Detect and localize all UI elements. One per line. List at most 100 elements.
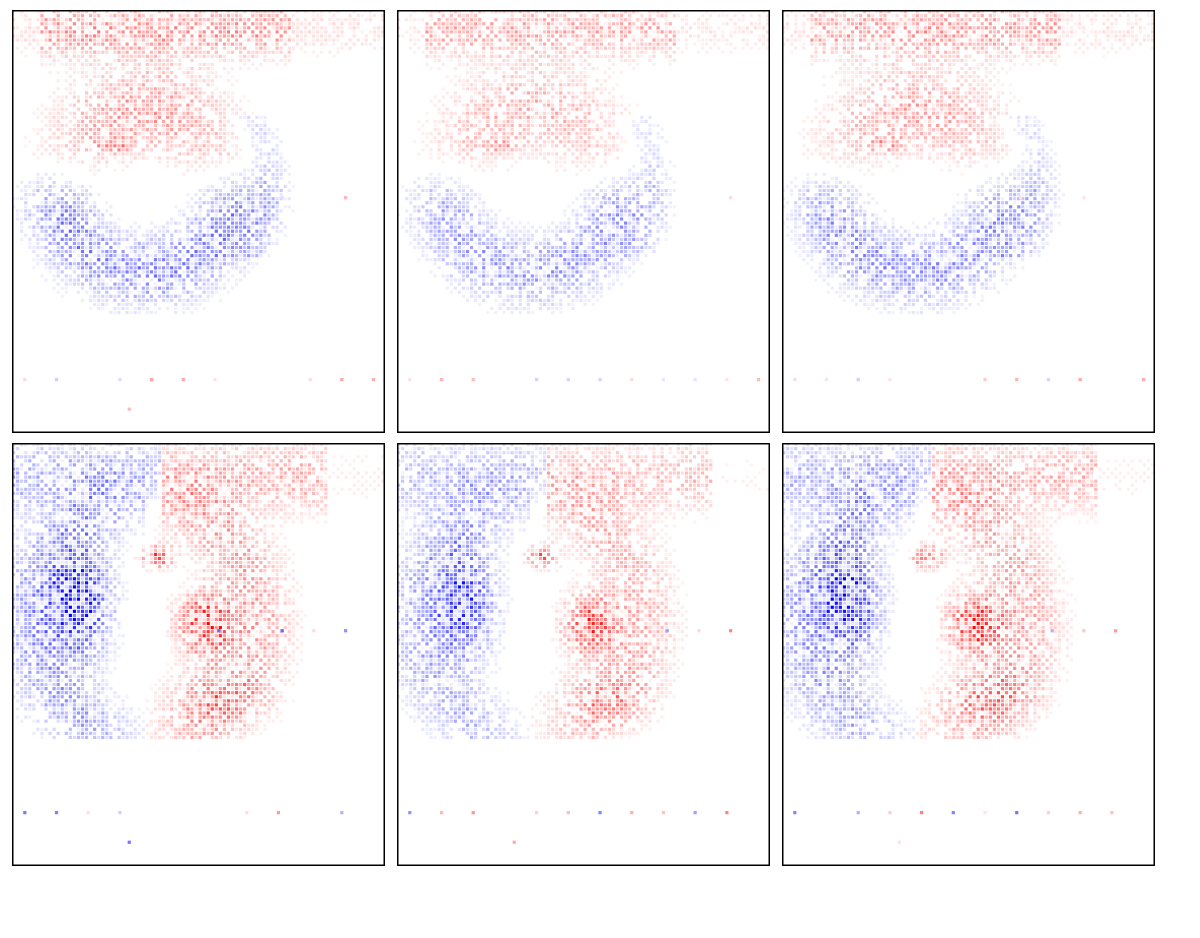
- heatmap-cell: [595, 30, 599, 34]
- heatmap-cell: [583, 229, 587, 233]
- heatmap-cell: [729, 18, 733, 22]
- heatmap-cell: [190, 115, 194, 119]
- heatmap-cell: [239, 213, 243, 217]
- heatmap-cell: [178, 294, 182, 298]
- heatmap-cell: [526, 229, 530, 233]
- heatmap-cell: [275, 160, 279, 164]
- heatmap-cell: [149, 241, 154, 246]
- heatmap-cell: [198, 233, 202, 237]
- heatmap-cell: [202, 282, 206, 286]
- heatmap-cell: [52, 266, 56, 270]
- heatmap-cell: [129, 282, 133, 286]
- heatmap-cell: [697, 50, 701, 54]
- heatmap-cell: [591, 237, 595, 241]
- heatmap-cell: [182, 95, 186, 99]
- heatmap-cell: [36, 221, 40, 225]
- heatmap-cell: [202, 278, 206, 282]
- heatmap-cell: [117, 91, 121, 95]
- heatmap-cell: [534, 66, 539, 71]
- heatmap-cell: [721, 38, 725, 42]
- heatmap-cell: [461, 111, 466, 115]
- heatmap-cell: [765, 14, 770, 18]
- heatmap-cell: [449, 201, 453, 205]
- heatmap-cell: [141, 136, 145, 140]
- heatmap-cell: [230, 188, 235, 193]
- heatmap-cell: [563, 66, 567, 71]
- heatmap-cell: [239, 225, 243, 229]
- heatmap-cell: [595, 50, 599, 54]
- heatmap-cell: [652, 152, 656, 156]
- heatmap-cell: [60, 205, 64, 209]
- heatmap-cell: [551, 132, 555, 136]
- heatmap-cell: [113, 136, 117, 140]
- heatmap-cell: [449, 176, 453, 180]
- heatmap-cell: [506, 225, 510, 229]
- heatmap-cell: [202, 217, 206, 221]
- heatmap-cell: [518, 34, 522, 38]
- heatmap-cell: [190, 34, 194, 38]
- heatmap-cell: [542, 237, 547, 241]
- heatmap-cell: [607, 26, 611, 30]
- heatmap-cell: [121, 152, 125, 156]
- heatmap-cell: [251, 233, 255, 237]
- heatmap-cell: [137, 22, 141, 26]
- heatmap-cell: [599, 10, 603, 14]
- heatmap-cell: [170, 237, 174, 241]
- heatmap-cell: [522, 83, 526, 87]
- heatmap-cell: [198, 197, 202, 201]
- heatmap-cell: [409, 38, 413, 42]
- heatmap-cell: [510, 38, 514, 42]
- heatmap-cell: [441, 62, 445, 67]
- heatmap-cell: [105, 127, 109, 132]
- heatmap-cell: [482, 54, 486, 58]
- heatmap-cell: [587, 144, 591, 148]
- heatmap-cell: [409, 188, 413, 193]
- heatmap-cell: [340, 30, 344, 34]
- heatmap-cell: [624, 197, 628, 201]
- heatmap-cell: [271, 176, 275, 180]
- heatmap-cell: [563, 221, 567, 225]
- heatmap-cell: [457, 188, 461, 193]
- heatmap-cell: [214, 111, 218, 115]
- heatmap-cell: [16, 34, 20, 38]
- heatmap-cell: [129, 144, 133, 148]
- heatmap-cell: [587, 34, 591, 38]
- heatmap-cell: [259, 233, 263, 237]
- heatmap-cell: [218, 286, 222, 290]
- heatmap-cell: [482, 140, 486, 144]
- heatmap-cell: [587, 152, 591, 156]
- heatmap-cell: [429, 99, 433, 103]
- heatmap-cell: [603, 156, 607, 160]
- heatmap-cell: [194, 83, 198, 87]
- heatmap-cell: [113, 221, 117, 225]
- heatmap-cell: [498, 103, 502, 107]
- heatmap-cell: [469, 233, 474, 237]
- heatmap-cell: [72, 123, 76, 128]
- heatmap-cell: [166, 71, 170, 75]
- heatmap-cell: [494, 46, 498, 50]
- heatmap-cell: [145, 111, 149, 115]
- heatmap-cell: [303, 50, 308, 54]
- heatmap-cell: [567, 217, 571, 221]
- heatmap-cell: [162, 123, 166, 128]
- heatmap-cell: [522, 62, 526, 67]
- heatmap-cell: [40, 119, 44, 123]
- heatmap-cell: [44, 42, 48, 46]
- heatmap-cell: [243, 168, 247, 172]
- heatmap-cell: [437, 10, 441, 14]
- heatmap-cell: [469, 99, 474, 103]
- heatmap-cell: [60, 262, 64, 266]
- heatmap-cell: [239, 50, 243, 54]
- heatmap-cell: [445, 197, 449, 201]
- heatmap-cell: [48, 22, 52, 26]
- heatmap-cell: [332, 54, 336, 58]
- heatmap-cell: [482, 50, 486, 54]
- heatmap-cell: [251, 62, 255, 67]
- heatmap-cell: [97, 103, 101, 107]
- heatmap-cell: [226, 254, 231, 258]
- heatmap-cell: [437, 184, 441, 189]
- heatmap-cell: [542, 83, 547, 87]
- heatmap-cell: [247, 99, 251, 103]
- heatmap-cell: [80, 286, 85, 290]
- heatmap-cell: [372, 26, 376, 30]
